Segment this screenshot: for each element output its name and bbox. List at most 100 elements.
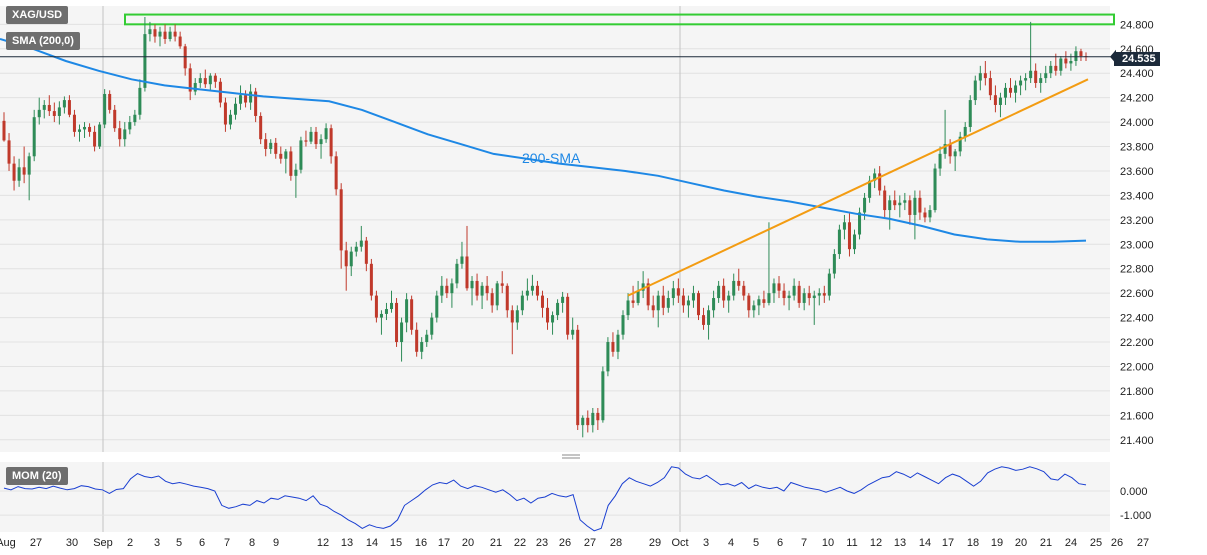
x-tick-label: 20 — [462, 537, 474, 549]
x-tick-label: 28 — [610, 537, 622, 549]
momentum-indicator-label[interactable]: MOM (20) — [6, 467, 68, 485]
candle-body — [1079, 51, 1083, 57]
candle-body — [863, 197, 867, 213]
candle-body — [450, 283, 454, 294]
candle-body — [178, 36, 182, 47]
x-tick-label: 3 — [703, 537, 709, 549]
candle-body — [928, 210, 932, 218]
x-tick-label: 14 — [366, 537, 378, 549]
candle-body — [621, 315, 625, 335]
candle-body — [22, 167, 26, 175]
candle-body — [832, 254, 836, 274]
x-tick-label: 5 — [176, 537, 182, 549]
x-tick-label: 25 — [1090, 537, 1102, 549]
candle-body — [480, 285, 484, 296]
candle-body — [591, 412, 595, 426]
x-tick-label: 2 — [127, 537, 133, 549]
candle-body — [1044, 73, 1048, 79]
candle-body — [324, 128, 328, 140]
candle-body — [1054, 65, 1058, 71]
candle-body — [666, 298, 670, 308]
candle-body — [374, 295, 378, 318]
instrument-label[interactable]: XAG/USD — [6, 6, 69, 24]
candle-body — [254, 91, 258, 116]
candle-body — [747, 295, 751, 311]
candle-body — [993, 95, 997, 105]
candle-body — [520, 295, 524, 311]
candle-body — [389, 302, 394, 310]
candle-body — [319, 139, 323, 145]
candle-body — [314, 131, 318, 145]
candle-body — [249, 91, 253, 103]
candle-body — [400, 322, 404, 343]
x-tick-label: 6 — [777, 537, 783, 549]
candle-body — [93, 131, 97, 147]
candle-body — [27, 156, 31, 175]
candle-body — [62, 100, 66, 108]
candle-body — [898, 202, 902, 206]
y-tick-label: 24.400 — [1120, 68, 1154, 80]
candle-body — [923, 212, 927, 218]
candle-body — [913, 197, 917, 215]
candle-body — [696, 293, 701, 316]
y-tick-label: 23.800 — [1120, 142, 1154, 154]
candle-body — [777, 283, 781, 291]
candle-body — [138, 87, 142, 115]
x-tick-label: 26 — [559, 537, 571, 549]
candle-body — [274, 142, 278, 154]
candle-body — [203, 78, 207, 85]
candle-body — [1074, 51, 1078, 61]
candle-body — [757, 299, 761, 306]
y-tick-label: 24.800 — [1120, 19, 1154, 31]
x-tick-label: 27 — [1137, 537, 1149, 549]
candle-body — [113, 109, 117, 129]
candle-body — [47, 104, 51, 112]
candle-body — [490, 293, 494, 306]
candle-body — [264, 139, 268, 149]
x-tick-label: 5 — [753, 537, 759, 549]
price-plot-area — [0, 6, 1110, 452]
candle-body — [173, 31, 177, 37]
candle-body — [792, 285, 796, 296]
candle-body — [933, 168, 937, 211]
y-tick-label: 21.400 — [1120, 435, 1154, 447]
y-tick-label: 22.600 — [1120, 288, 1154, 300]
y-tick-label: 21.800 — [1120, 386, 1154, 398]
candle-body — [681, 295, 685, 306]
y-tick-label: 23.000 — [1120, 239, 1154, 251]
candle-body — [188, 68, 192, 92]
y-tick-label: 24.200 — [1120, 93, 1154, 105]
x-tick-label: 19 — [991, 537, 1003, 549]
candle-body — [284, 151, 288, 159]
candle-body — [661, 295, 665, 308]
candle-body — [223, 102, 227, 125]
x-tick-label: 6 — [199, 537, 205, 549]
candle-body — [973, 80, 977, 101]
x-tick-label: 10 — [822, 537, 834, 549]
candle-body — [465, 256, 469, 289]
candle-body — [938, 153, 942, 169]
candle-body — [470, 280, 474, 289]
candle-body — [158, 31, 162, 37]
momentum-line — [3, 466, 1087, 532]
sma-indicator-label[interactable]: SMA (200,0) — [6, 32, 80, 50]
candle-body — [77, 129, 81, 132]
candle-body — [742, 285, 746, 296]
candle-body — [903, 200, 907, 203]
x-tick-label: 18 — [967, 537, 979, 549]
candle-body — [772, 283, 776, 294]
candle-body — [732, 280, 736, 296]
candle-body — [571, 329, 575, 335]
candle-body — [948, 144, 952, 157]
x-tick-label: 15 — [390, 537, 402, 549]
x-tick-label: 23 — [536, 537, 548, 549]
x-tick-label: 11 — [846, 537, 857, 549]
candle-body — [576, 329, 580, 426]
candle-body — [344, 250, 348, 267]
candle-body — [626, 300, 630, 316]
candle-body — [651, 305, 655, 311]
candle-body — [691, 293, 695, 301]
candle-body — [787, 295, 791, 299]
candle-body — [712, 298, 716, 311]
x-tick-label: 22 — [514, 537, 526, 549]
